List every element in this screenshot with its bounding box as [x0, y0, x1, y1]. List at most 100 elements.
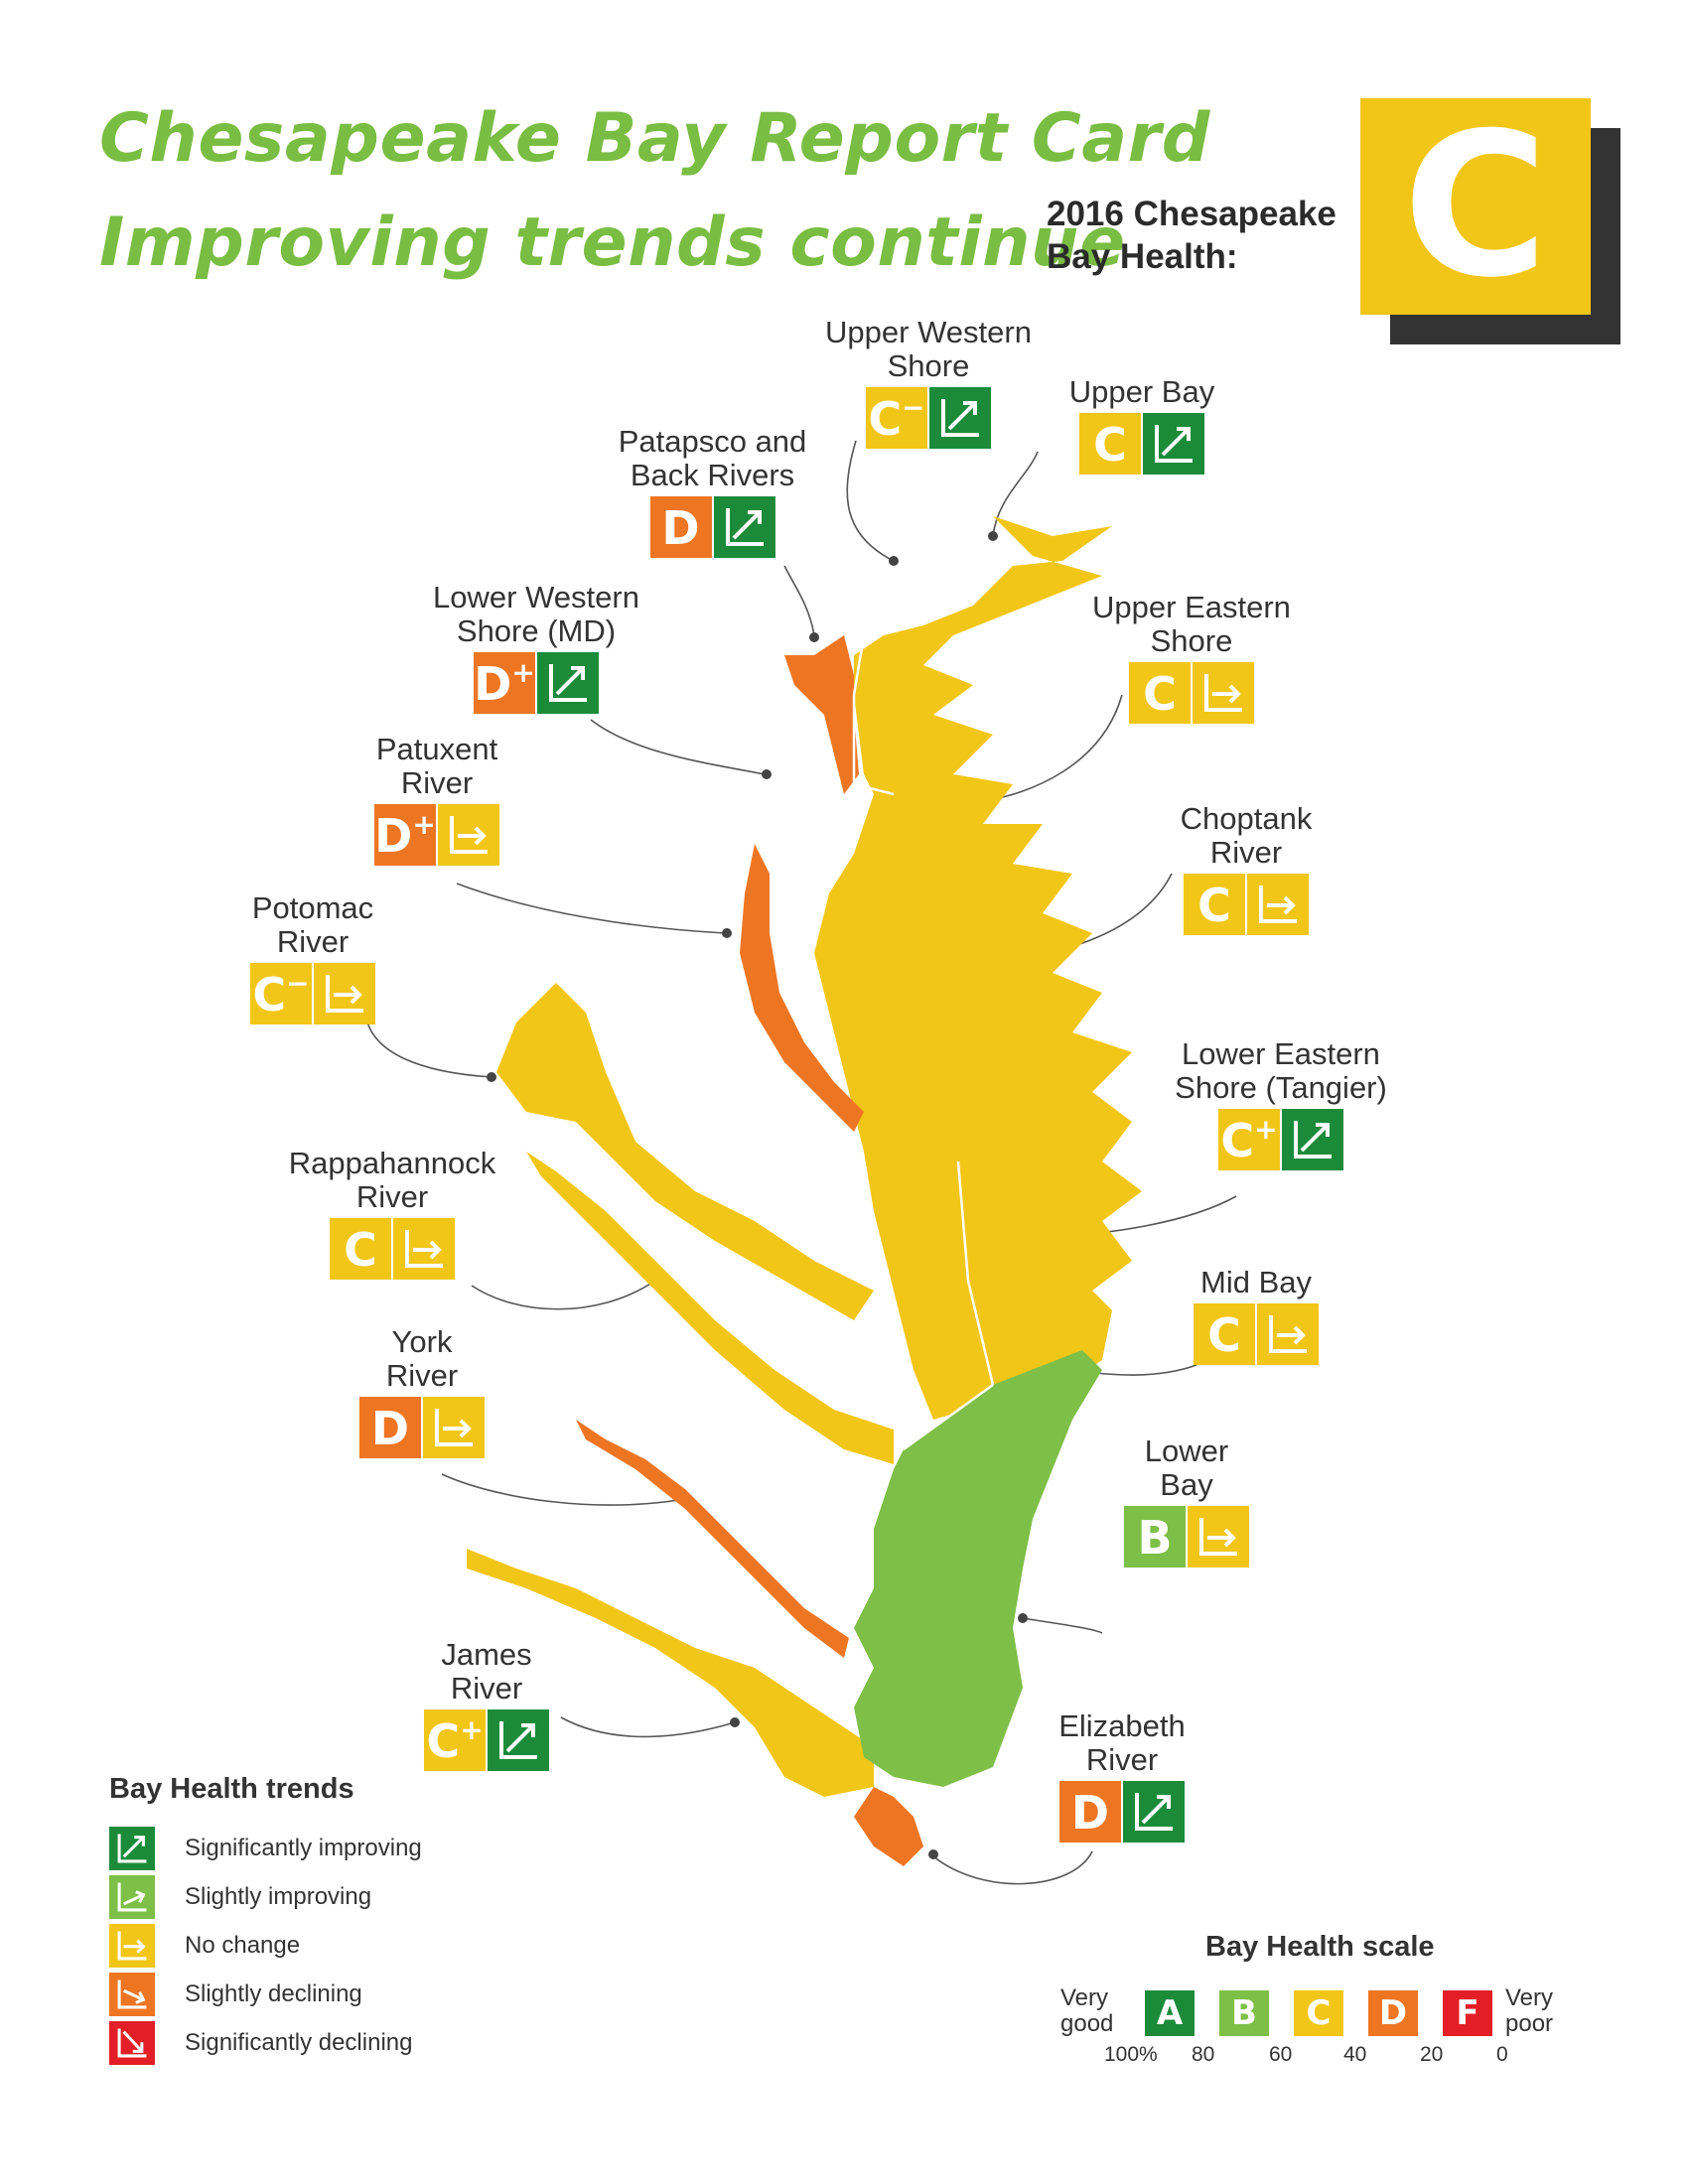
grade-letter: C: [1143, 667, 1177, 721]
significantly-improving-icon: [1155, 425, 1193, 463]
region-name: Potomac River: [251, 890, 374, 959]
region-name: Upper Western Shore: [825, 315, 1032, 383]
grade-chips: D: [649, 496, 775, 558]
grade-letter: C+: [426, 1713, 484, 1768]
trend-chip: [1247, 874, 1309, 935]
region-mid-bay: Mid Bay C: [1167, 1266, 1345, 1365]
region-name: Upper Bay: [1068, 374, 1215, 409]
grade-letter: D: [370, 1402, 410, 1455]
grade-chips: C: [1194, 1303, 1319, 1365]
scale-right-label: Very poor: [1505, 1984, 1554, 2037]
trend-chip: [1143, 413, 1204, 475]
trend-chip: [713, 496, 775, 558]
region-name: Rappahannock River: [288, 1146, 496, 1214]
no-change-icon: [435, 1409, 473, 1446]
region-james: James River C+: [397, 1638, 576, 1771]
region-york: York River D: [333, 1325, 511, 1458]
rappahannock-river: [526, 1152, 894, 1464]
no-change-icon: [450, 816, 488, 854]
region-name: Lower Bay: [1144, 1433, 1229, 1502]
region-name: Mid Bay: [1200, 1265, 1312, 1299]
grade-letter: D+: [374, 808, 436, 863]
trend-chip: [1123, 1781, 1185, 1843]
slightly-improving-icon: [109, 1874, 155, 1919]
significantly-improving-icon: [109, 1826, 155, 1870]
potomac-river: [496, 983, 874, 1320]
grade-chip: D: [359, 1397, 421, 1458]
region-name: Patapsco and Back Rivers: [618, 424, 807, 492]
overall-grade-box: C: [1360, 98, 1591, 315]
legend-item: No change: [109, 1921, 422, 1970]
grade-letter: C−: [252, 967, 310, 1022]
no-change-icon: [1204, 674, 1242, 712]
region-name: Choptank River: [1180, 801, 1313, 870]
grade-letter: B: [1137, 1511, 1173, 1565]
grade-chips: C−: [250, 963, 375, 1024]
significantly-improving-icon: [725, 508, 764, 546]
grade-chips: D+: [474, 652, 599, 714]
region-lower-bay: Lower Bay B: [1102, 1434, 1271, 1568]
scale-tick: 20: [1420, 2043, 1444, 2066]
no-change-icon: [1259, 886, 1297, 923]
grade-chip: C−: [250, 963, 312, 1024]
trend-chip: [1193, 662, 1254, 724]
elizabeth-river: [854, 1787, 923, 1866]
grade-letter: C−: [868, 391, 925, 446]
legend-item: Slightly declining: [109, 1970, 422, 2018]
grade-letter: D: [661, 501, 700, 555]
no-change-icon: [1269, 1315, 1307, 1353]
grade-letter: D: [1070, 1786, 1110, 1840]
no-change-icon: [1199, 1518, 1237, 1556]
trend-chip: [1257, 1303, 1319, 1365]
grade-letter: C: [1207, 1308, 1241, 1362]
region-name: Lower Western Shore (MD): [433, 580, 639, 648]
trend-chip: [1282, 1109, 1343, 1170]
scale-tick: 100%: [1104, 2043, 1158, 2066]
trend-chip: [423, 1397, 485, 1458]
grade-chips: C: [1184, 874, 1309, 935]
region-patuxent: Patuxent River D+: [338, 733, 536, 866]
trend-chip: [393, 1218, 455, 1280]
patuxent-river: [740, 844, 864, 1132]
grade-chips: C: [1079, 413, 1204, 475]
grade-chip: B: [1124, 1506, 1186, 1568]
grade-chip: C: [1194, 1303, 1255, 1365]
scale-tick: 40: [1343, 2043, 1367, 2066]
significantly-declining-icon: [109, 2020, 155, 2065]
region-name: York River: [385, 1324, 459, 1393]
overall-grade: C: [1402, 90, 1549, 322]
overall-health-label: 2016 Chesapeake Bay Health:: [1047, 195, 1336, 276]
legend-label: Slightly declining: [185, 1979, 362, 2007]
trend-legend-title: Bay Health trends: [109, 1773, 354, 1805]
trend-chip: [1188, 1506, 1249, 1568]
grade-chip: C: [330, 1218, 391, 1280]
james-river: [467, 1549, 874, 1797]
grade-chip: C: [1079, 413, 1141, 475]
scale-chip-f: F: [1443, 1990, 1492, 2036]
no-change-icon: [109, 1923, 155, 1968]
grade-chips: D+: [374, 804, 499, 866]
significantly-improving-icon: [1294, 1121, 1332, 1159]
lower-bay-water: [854, 1350, 1102, 1787]
region-name: Elizabeth River: [1058, 1708, 1186, 1777]
grade-chip: D+: [474, 652, 535, 714]
trend-chip: [488, 1709, 549, 1771]
grade-chip: C: [1129, 662, 1191, 724]
report-subtitle: Improving trends continue: [99, 204, 1126, 282]
grade-chip: C+: [1218, 1109, 1280, 1170]
grade-chips: C−: [866, 387, 991, 449]
region-choptank: Choptank River C: [1147, 802, 1345, 935]
grade-letter: D+: [474, 656, 535, 711]
scale-chip-c: C: [1294, 1990, 1343, 2036]
legend-label: Significantly declining: [185, 2028, 413, 2056]
region-name: Patuxent River: [375, 732, 498, 800]
significantly-improving-icon: [549, 664, 587, 702]
grade-chips: C+: [1218, 1109, 1343, 1170]
scale-chip-b: B: [1219, 1990, 1269, 2036]
legend-label: Slightly improving: [185, 1882, 372, 1910]
grade-chip: D+: [374, 804, 436, 866]
region-patapsco-back: Patapsco and Back Rivers D: [601, 425, 824, 558]
legend-label: No change: [185, 1931, 301, 1959]
grade-letter: C: [1197, 879, 1231, 932]
